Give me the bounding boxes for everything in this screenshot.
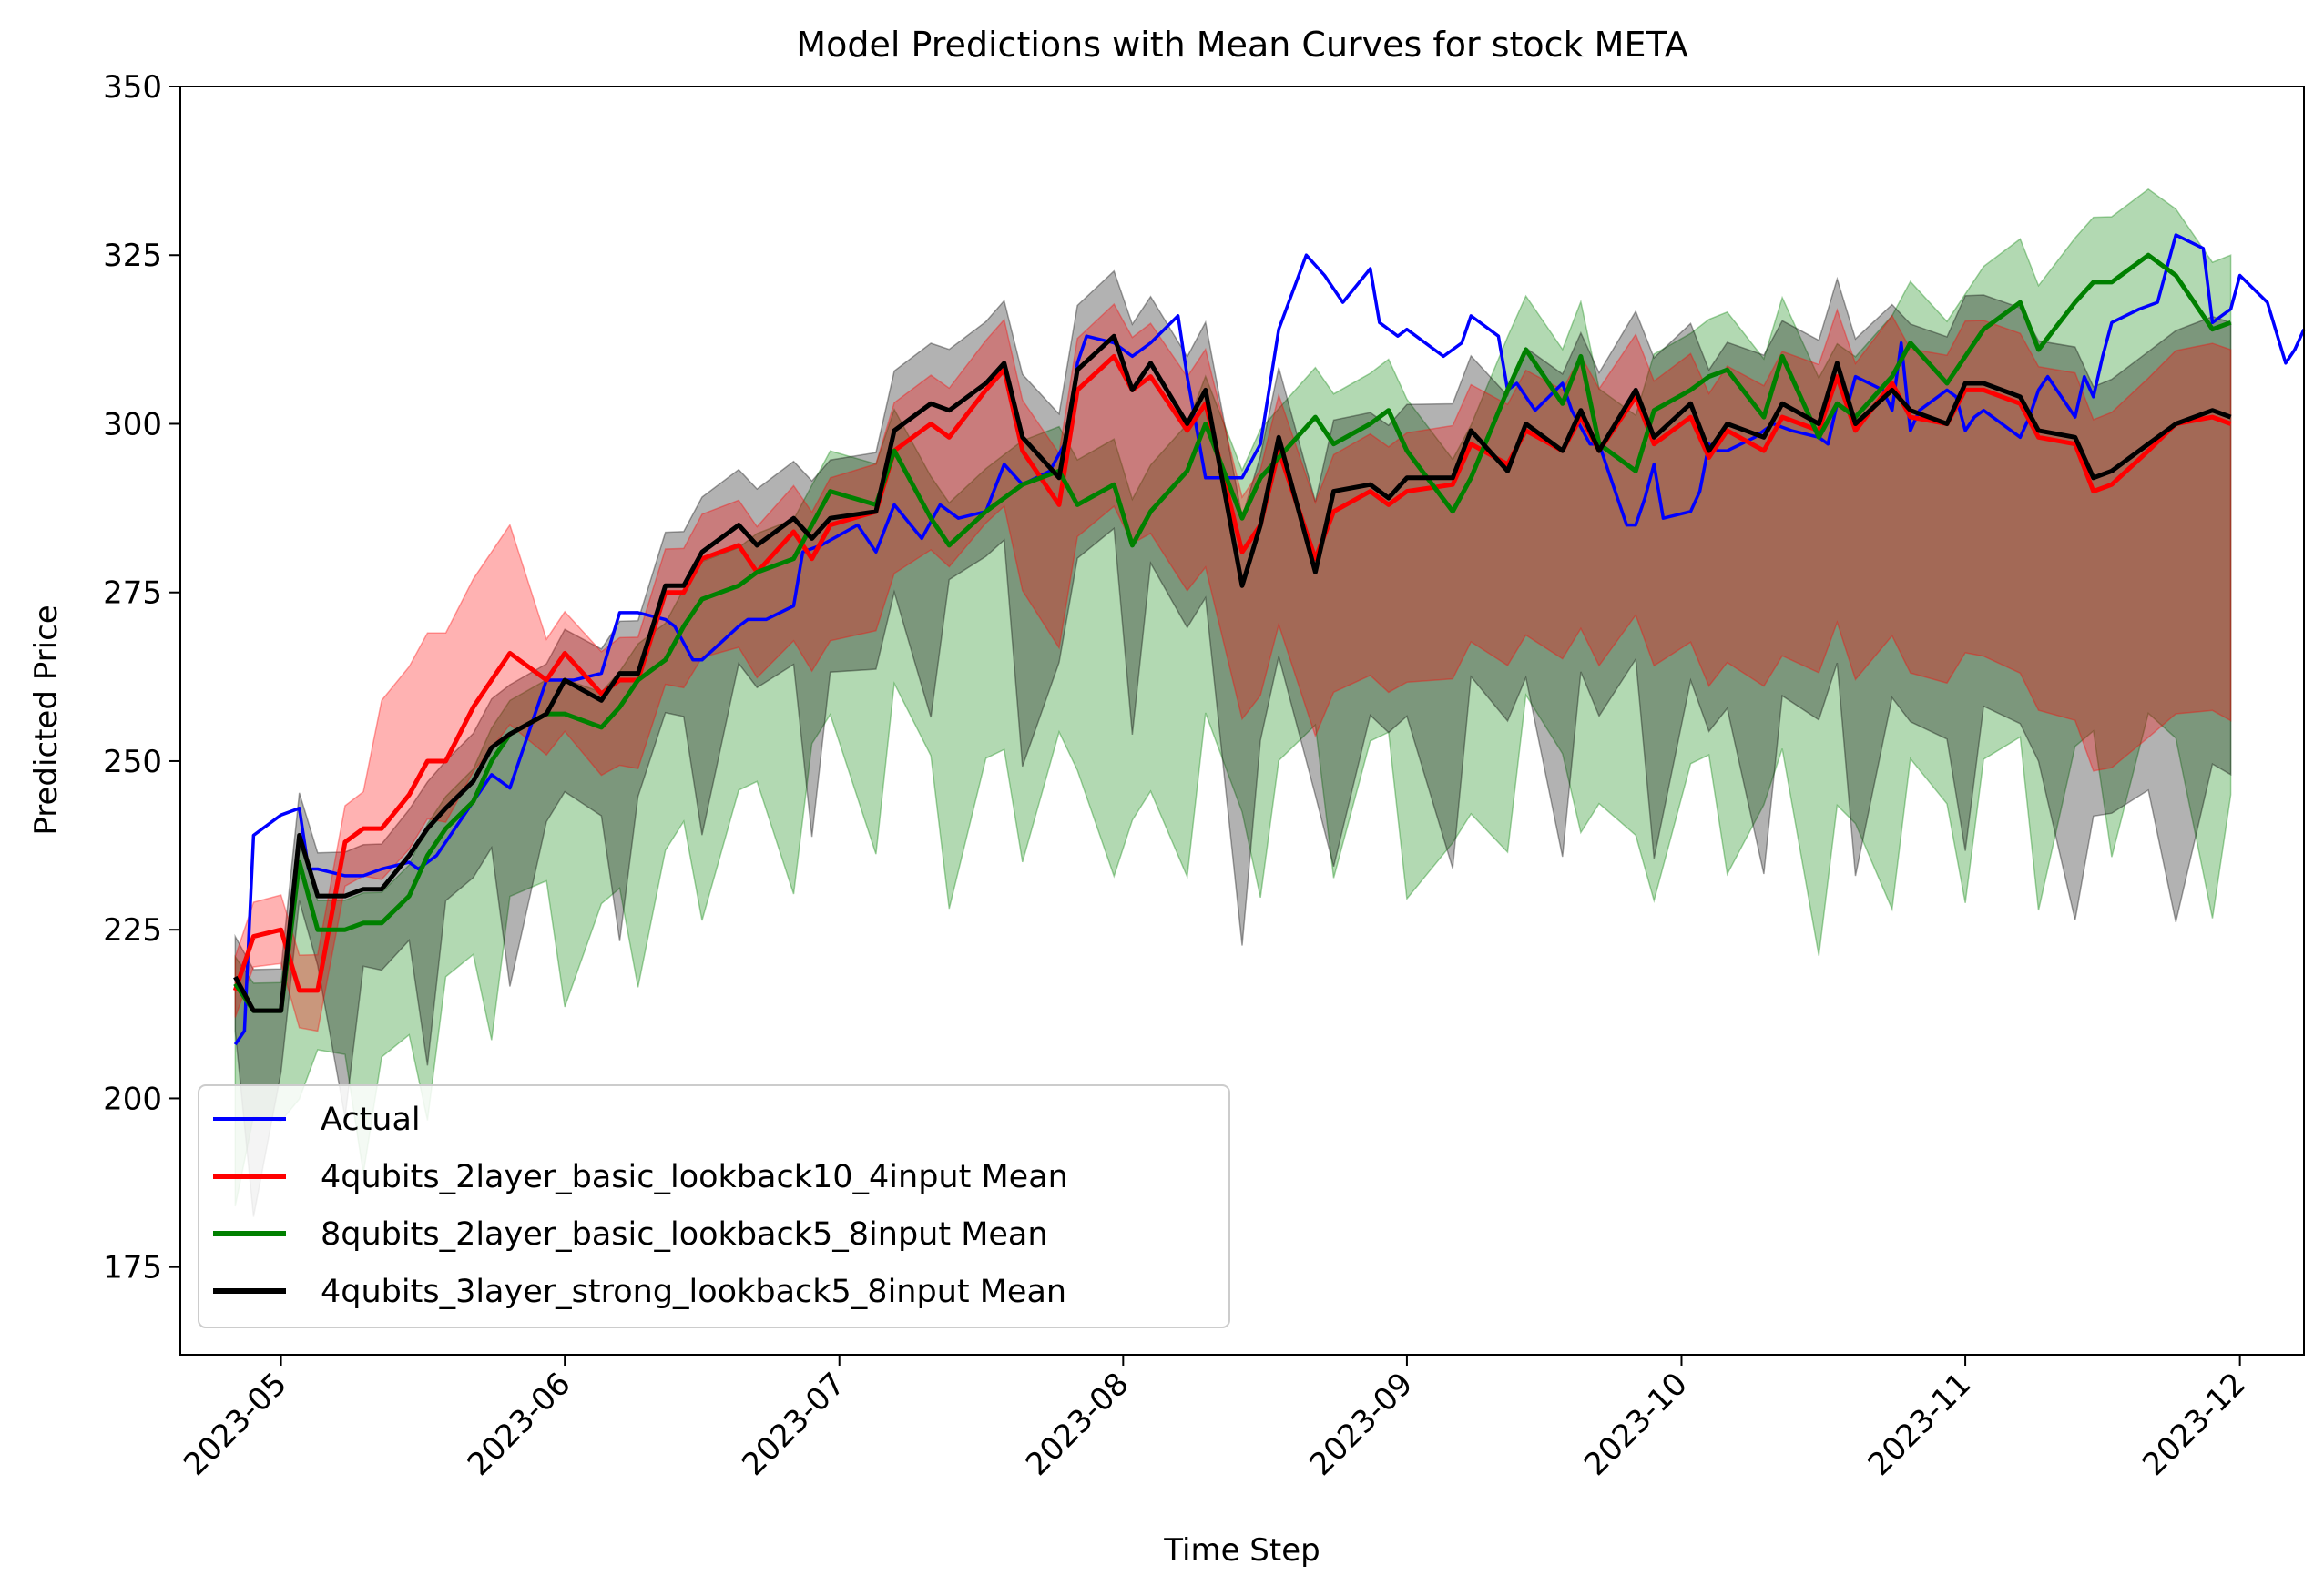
y-tick-label: 250: [103, 744, 162, 780]
legend-box: [198, 1084, 1230, 1328]
y-tick-label: 175: [103, 1250, 162, 1286]
chart-title: Model Predictions with Mean Curves for s…: [796, 25, 1687, 65]
y-tick-label: 275: [103, 575, 162, 612]
y-tick-label: 350: [103, 69, 162, 106]
plot-frame: [179, 86, 2305, 1356]
series-line-actual: [233, 233, 2306, 1046]
x-axis-label: Time Step: [1163, 1532, 1320, 1569]
uncertainty-bands: [234, 188, 2232, 1217]
y-tick-label: 300: [103, 406, 162, 442]
y-tick-label: 225: [103, 912, 162, 949]
series-line-red-mean: [232, 353, 2232, 993]
band-black: [234, 269, 2232, 1217]
legend-label-black: 4qubits_3layer_strong_lookback5_8input M…: [321, 1274, 1066, 1310]
y-tick-label: 325: [103, 238, 162, 274]
y-tick-label: 200: [103, 1081, 162, 1117]
legend-label-green: 8qubits_2layer_basic_lookback5_8input Me…: [321, 1216, 1048, 1253]
legend: Actual 4qubits_2layer_basic_lookback10_4…: [198, 1084, 1230, 1328]
series-line-black-mean: [233, 333, 2232, 1013]
legend-label-red: 4qubits_2layer_basic_lookback10_4input M…: [321, 1159, 1068, 1195]
band-red: [234, 302, 2232, 1032]
y-axis-label: Predicted Price: [28, 605, 65, 835]
y-axis: 175 200 225 250 275 300 325 350: [103, 69, 180, 1286]
series-lines: [232, 233, 2306, 1046]
legend-label-actual: Actual: [321, 1102, 421, 1138]
band-green: [234, 188, 2232, 1207]
